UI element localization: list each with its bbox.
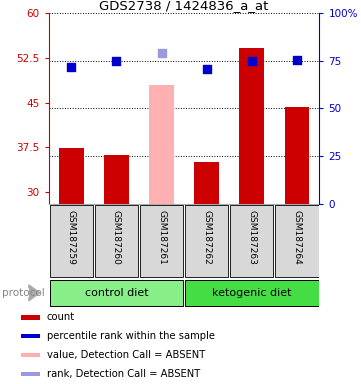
Bar [21, 334, 40, 338]
Bar [21, 372, 40, 376]
Text: protocol: protocol [3, 288, 45, 298]
Text: GSM187261: GSM187261 [157, 210, 166, 265]
Text: value, Detection Call = ABSENT: value, Detection Call = ABSENT [47, 350, 205, 360]
Bar [21, 353, 40, 357]
Point [69, 64, 74, 70]
Text: ketogenic diet: ketogenic diet [212, 288, 292, 298]
Bar [284, 107, 309, 204]
Bar [185, 280, 319, 306]
Bar [194, 162, 219, 204]
Bar [104, 155, 129, 204]
Bar [140, 205, 183, 277]
Text: percentile rank within the sample: percentile rank within the sample [47, 331, 214, 341]
Text: GSM187262: GSM187262 [202, 210, 211, 264]
Bar [50, 205, 93, 277]
Text: GSM187263: GSM187263 [247, 210, 256, 265]
Text: rank, Detection Call = ABSENT: rank, Detection Call = ABSENT [47, 369, 200, 379]
Text: GSM187264: GSM187264 [292, 210, 301, 264]
Bar [185, 205, 229, 277]
Bar [275, 205, 318, 277]
Bar [230, 205, 274, 277]
Bar [149, 85, 174, 204]
Bar [21, 315, 40, 319]
Bar [239, 48, 264, 204]
Point [114, 58, 119, 64]
Point [204, 66, 209, 72]
Bar [50, 280, 183, 306]
Text: GSM187260: GSM187260 [112, 210, 121, 265]
Point [294, 57, 300, 63]
Bar [59, 148, 84, 204]
FancyArrow shape [29, 285, 40, 301]
Title: GDS2738 / 1424836_a_at: GDS2738 / 1424836_a_at [99, 0, 269, 12]
Point [249, 58, 255, 64]
Point [159, 50, 165, 56]
Text: GSM187259: GSM187259 [67, 210, 76, 265]
Bar [95, 205, 138, 277]
Text: control diet: control diet [84, 288, 148, 298]
Text: count: count [47, 313, 75, 323]
